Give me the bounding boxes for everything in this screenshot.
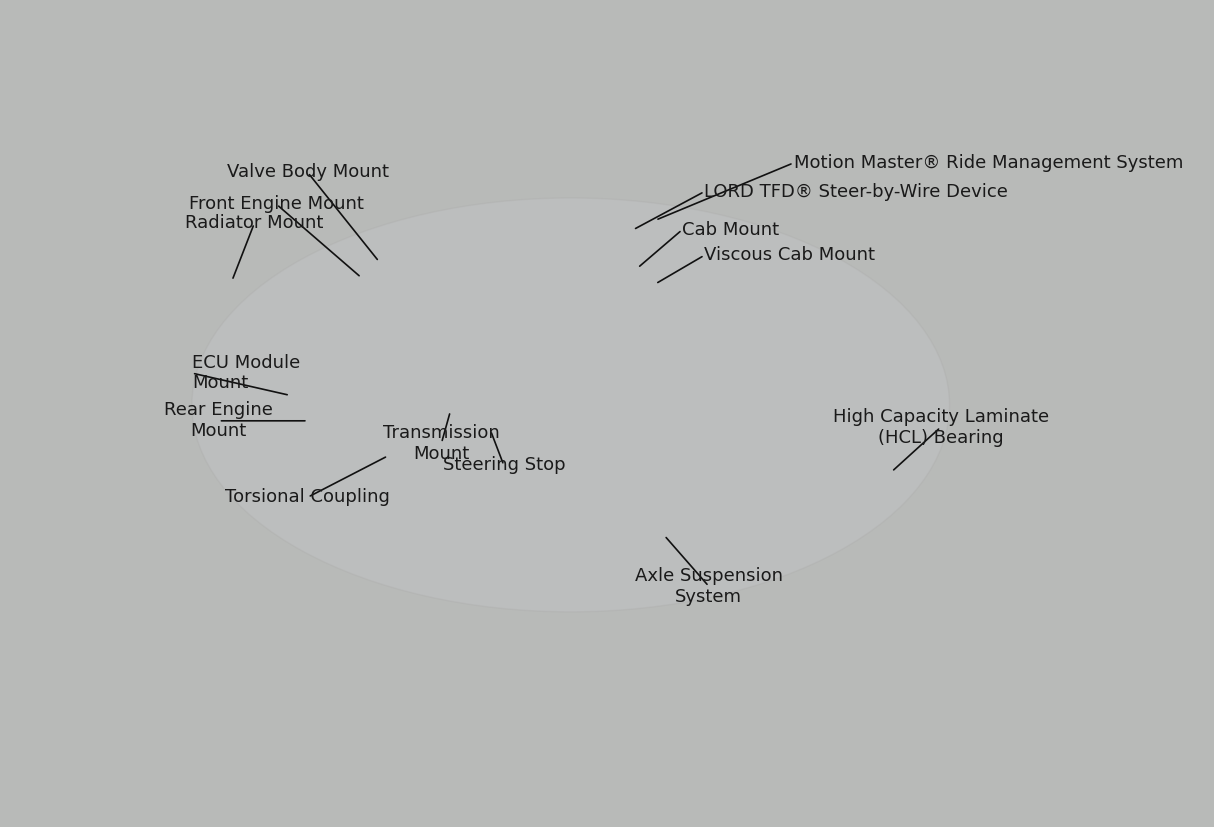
Ellipse shape xyxy=(192,198,949,612)
Text: Radiator Mount: Radiator Mount xyxy=(185,214,323,232)
Text: Motion Master® Ride Management System: Motion Master® Ride Management System xyxy=(794,154,1182,172)
Text: LORD TFD® Steer-by-Wire Device: LORD TFD® Steer-by-Wire Device xyxy=(704,183,1009,201)
Text: Axle Suspension
System: Axle Suspension System xyxy=(635,567,783,606)
Text: High Capacity Laminate
(HCL) Bearing: High Capacity Laminate (HCL) Bearing xyxy=(833,408,1049,447)
Text: Rear Engine
Mount: Rear Engine Mount xyxy=(164,401,273,440)
Text: Transmission
Mount: Transmission Mount xyxy=(384,423,500,462)
Text: Steering Stop: Steering Stop xyxy=(443,457,566,475)
Text: Valve Body Mount: Valve Body Mount xyxy=(227,164,388,181)
Text: ECU Module
Mount: ECU Module Mount xyxy=(192,354,300,393)
Text: Front Engine Mount: Front Engine Mount xyxy=(189,195,364,213)
Text: Viscous Cab Mount: Viscous Cab Mount xyxy=(704,246,875,265)
Text: Torsional Coupling: Torsional Coupling xyxy=(226,488,390,506)
Text: Cab Mount: Cab Mount xyxy=(682,221,779,239)
